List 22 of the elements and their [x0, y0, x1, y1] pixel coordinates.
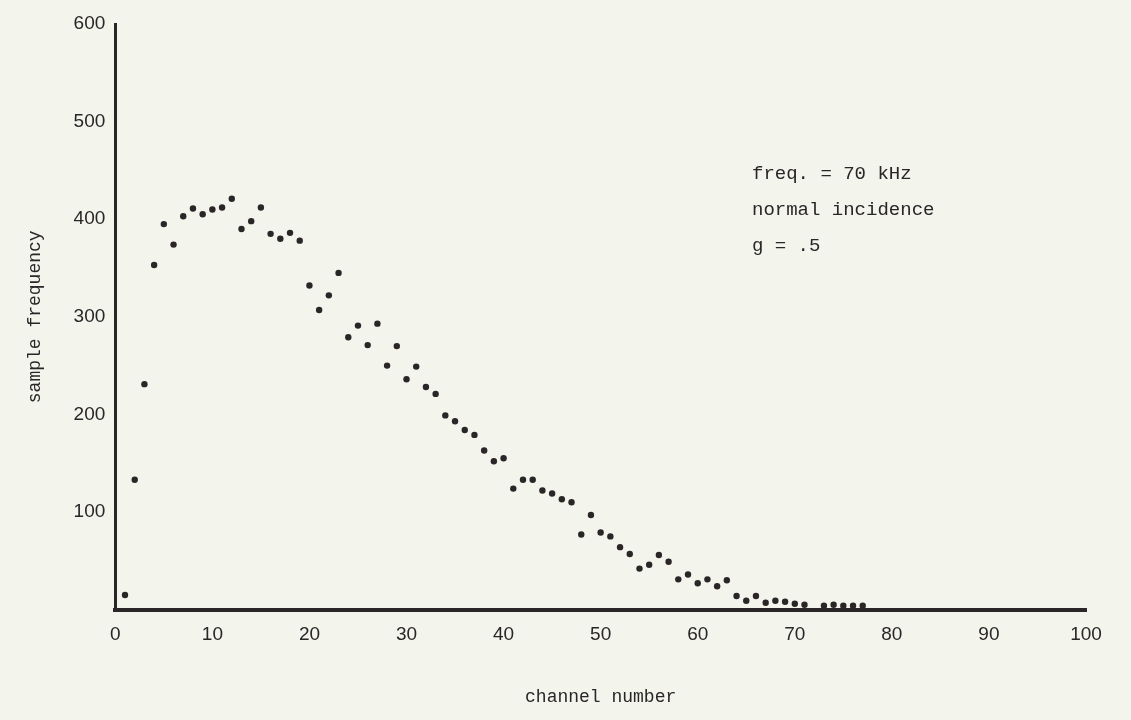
- x-tick-label: 40: [493, 623, 515, 645]
- x-tick-label: 60: [687, 623, 709, 645]
- y-tick-label: 100: [73, 500, 106, 522]
- x-tick-label: 70: [784, 623, 806, 645]
- y-tick-label: 300: [73, 305, 106, 327]
- x-tick-label: 10: [201, 623, 223, 645]
- y-tick-label: 200: [73, 402, 106, 424]
- x-tick-label: 100: [1070, 623, 1102, 645]
- annotation: normal incidence: [752, 198, 935, 223]
- x-tick-label: 20: [298, 623, 321, 645]
- x-tick-label: 0: [110, 623, 121, 645]
- annotation: g = .5: [752, 234, 822, 259]
- x-tick-label: 90: [978, 623, 1000, 645]
- y-tick-label: 500: [73, 109, 106, 131]
- x-tick-label: 80: [881, 623, 903, 645]
- y-axis-title: sample frequency: [24, 230, 45, 404]
- annotation: freq. = 70 kHz: [752, 162, 913, 187]
- y-tick-label: 400: [73, 207, 106, 229]
- x-tick-label: 30: [395, 623, 418, 645]
- x-axis-title: channel number: [525, 686, 677, 707]
- x-tick-label: 50: [590, 623, 612, 645]
- y-tick-label: 600: [73, 12, 106, 34]
